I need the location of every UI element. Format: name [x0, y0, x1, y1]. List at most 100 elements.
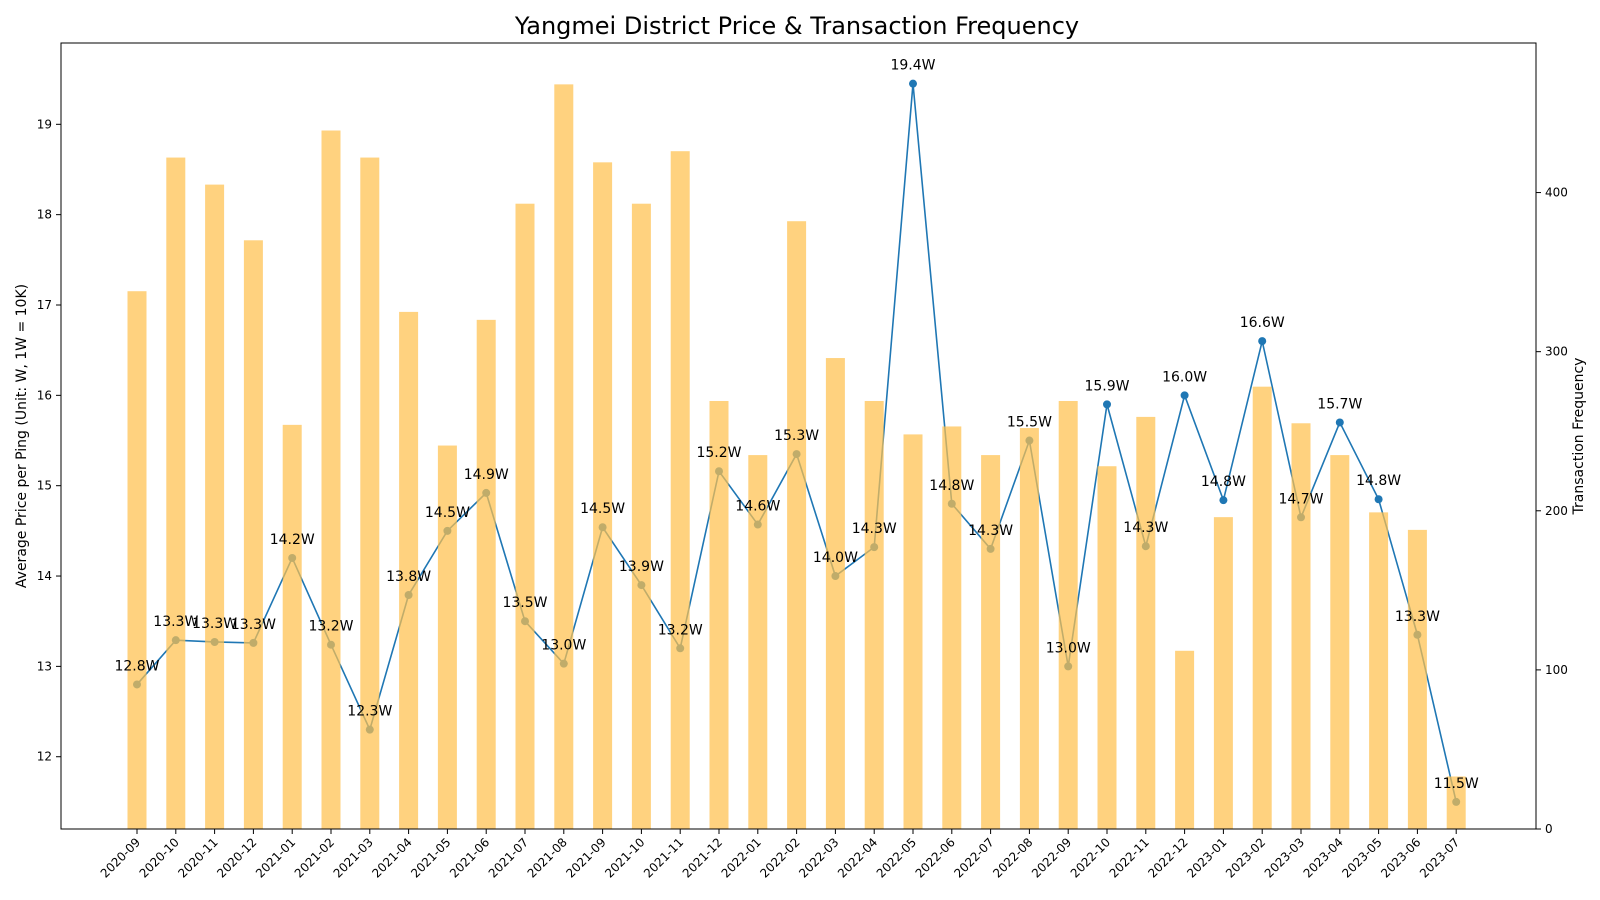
- bar-2021-05: [437, 445, 457, 829]
- bar-2022-04: [864, 400, 884, 829]
- x-tick-label-2022-01: 2022-01: [719, 835, 764, 880]
- data-label-2021-02: 13.2W: [308, 619, 353, 635]
- bar-2020-11: [205, 184, 225, 829]
- bar-2023-07: [1446, 776, 1466, 829]
- x-tick-label-2021-12: 2021-12: [680, 835, 725, 880]
- data-label-2023-05: 14.8W: [1356, 473, 1401, 489]
- data-label-2023-04: 15.7W: [1317, 396, 1362, 412]
- x-tick-label-2022-10: 2022-10: [1068, 835, 1113, 880]
- bar-2021-01: [282, 424, 302, 829]
- bar-2023-02: [1252, 386, 1272, 829]
- left-tick-label-15: 15: [37, 479, 52, 493]
- bar-2023-05: [1369, 512, 1389, 829]
- data-label-2021-06: 14.9W: [464, 467, 509, 483]
- data-label-2021-03: 12.3W: [347, 704, 392, 720]
- data-label-2022-03: 14.0W: [813, 550, 858, 566]
- x-tick-label-2021-01: 2021-01: [253, 835, 298, 880]
- data-label-2020-09: 12.8W: [114, 658, 159, 674]
- bar-2022-01: [748, 455, 768, 829]
- x-tick-label-2023-07: 2023-07: [1417, 835, 1462, 880]
- data-label-2022-10: 15.9W: [1084, 378, 1129, 394]
- x-tick-label-2022-03: 2022-03: [796, 835, 841, 880]
- data-label-2022-04: 14.3W: [852, 521, 897, 537]
- x-tick-label-2022-12: 2022-12: [1145, 835, 1190, 880]
- right-tick-label-300: 300: [1545, 345, 1568, 359]
- x-tick-label-2022-07: 2022-07: [951, 835, 996, 880]
- data-label-2021-08: 13.0W: [541, 638, 586, 654]
- right-y-axis: 0 100 200 300 400: [1536, 186, 1568, 836]
- x-tick-label-2020-09: 2020-09: [98, 835, 143, 880]
- point-2022-05: [909, 79, 917, 88]
- data-label-2022-08: 15.5W: [1007, 415, 1052, 431]
- data-label-2023-06: 13.3W: [1395, 609, 1440, 625]
- data-label-2021-12: 15.2W: [696, 445, 741, 461]
- bar-2022-06: [942, 426, 962, 829]
- bar-2023-04: [1330, 455, 1350, 829]
- data-label-2022-05: 19.4W: [890, 58, 935, 74]
- bar-2021-11: [670, 151, 690, 829]
- bar-2020-09: [127, 291, 147, 829]
- bar-series: [127, 84, 1466, 830]
- point-2023-04: [1335, 418, 1344, 427]
- bar-2021-08: [554, 84, 574, 830]
- data-label-2022-12: 16.0W: [1162, 369, 1207, 385]
- x-tick-label-2021-03: 2021-03: [331, 835, 376, 880]
- left-y-axis-title: Average Price per Ping (Unit: W, 1W = 10…: [14, 284, 30, 588]
- data-label-2021-04: 13.8W: [386, 569, 431, 585]
- bar-2022-12: [1175, 650, 1195, 829]
- chart-title: Yangmei District Price & Transaction Fre…: [514, 12, 1079, 40]
- x-tick-label-2021-09: 2021-09: [563, 835, 608, 880]
- bar-2021-06: [476, 319, 496, 829]
- bar-2021-03: [360, 157, 380, 829]
- x-tick-label-2023-02: 2023-02: [1223, 835, 1268, 880]
- data-label-2021-05: 14.5W: [425, 505, 470, 521]
- bar-2021-02: [321, 130, 341, 829]
- bar-2023-06: [1407, 529, 1427, 829]
- point-2023-02: [1258, 337, 1267, 346]
- x-tick-label-2021-11: 2021-11: [641, 835, 686, 880]
- x-tick-label-2021-02: 2021-02: [292, 835, 337, 880]
- bar-2022-07: [981, 455, 1001, 829]
- bar-2022-05: [903, 434, 923, 829]
- bar-2021-12: [709, 400, 729, 829]
- right-tick-label-0: 0: [1545, 822, 1553, 836]
- data-label-2020-10: 13.3W: [153, 614, 198, 630]
- x-tick-label-2021-08: 2021-08: [525, 835, 570, 880]
- data-label-2022-01: 14.6W: [735, 499, 780, 515]
- bar-2022-02: [787, 221, 807, 830]
- left-tick-label-13: 13: [37, 659, 52, 673]
- data-labels: 12.8W13.3W13.3W13.3W14.2W13.2W12.3W13.8W…: [114, 58, 1478, 792]
- left-tick-label-18: 18: [37, 208, 52, 222]
- x-tick-label-2023-03: 2023-03: [1262, 835, 1307, 880]
- left-tick-label-17: 17: [37, 298, 52, 312]
- right-tick-label-100: 100: [1545, 663, 1568, 677]
- x-tick-label-2023-05: 2023-05: [1339, 835, 1384, 880]
- bar-2022-10: [1097, 466, 1117, 829]
- bar-2020-10: [166, 157, 186, 829]
- left-tick-label-12: 12: [37, 750, 52, 764]
- data-label-2022-09: 13.0W: [1046, 640, 1091, 656]
- left-tick-label-19: 19: [37, 117, 52, 131]
- x-tick-label-2021-05: 2021-05: [408, 835, 453, 880]
- x-tick-label-2021-07: 2021-07: [486, 835, 531, 880]
- x-tick-label-2022-05: 2022-05: [874, 835, 919, 880]
- x-tick-label-2022-11: 2022-11: [1107, 835, 1152, 880]
- left-tick-label-14: 14: [37, 569, 52, 583]
- x-tick-label-2023-06: 2023-06: [1378, 835, 1423, 880]
- point-2023-01: [1219, 496, 1228, 505]
- point-2023-05: [1374, 495, 1383, 504]
- data-label-2021-07: 13.5W: [502, 595, 547, 611]
- data-label-2022-07: 14.3W: [968, 523, 1013, 539]
- x-tick-label-2021-10: 2021-10: [602, 835, 647, 880]
- bar-2022-08: [1019, 428, 1039, 829]
- data-label-2023-03: 14.7W: [1278, 491, 1323, 507]
- bar-2023-01: [1213, 517, 1233, 829]
- point-2022-12: [1180, 391, 1189, 400]
- data-label-2022-11: 14.3W: [1123, 520, 1168, 536]
- x-axis: 2020-092020-102020-112020-122021-012021-…: [98, 829, 1462, 881]
- x-tick-label-2022-08: 2022-08: [990, 835, 1035, 880]
- x-tick-label-2021-04: 2021-04: [369, 835, 414, 880]
- x-tick-label-2023-01: 2023-01: [1184, 835, 1229, 880]
- data-label-2023-02: 16.6W: [1240, 315, 1285, 331]
